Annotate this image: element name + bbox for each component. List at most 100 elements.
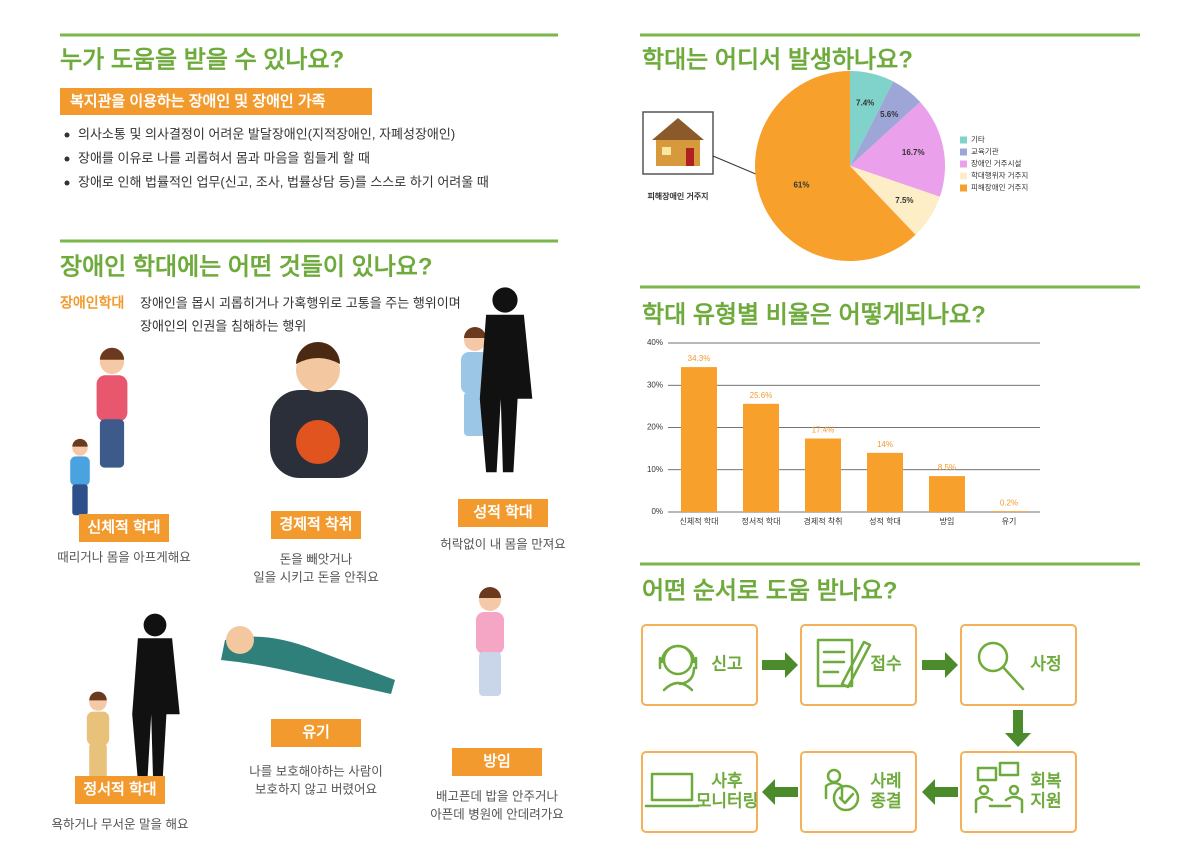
type-badge (271, 719, 361, 747)
slice-label: 16.7% (902, 148, 925, 157)
figure-hair (99, 347, 125, 360)
type-label: 경제적 착취 (279, 515, 352, 533)
legend-label: 피해장애인 거주지 (971, 182, 1028, 192)
figure-legs (479, 652, 501, 696)
type-label: 유기 (302, 724, 330, 741)
house-door (686, 148, 694, 166)
bar (929, 476, 965, 512)
type-description: 배고픈데 밥을 안주거나 (436, 789, 558, 803)
slice-label: 61% (793, 181, 809, 190)
type-description: 욕하거나 무서운 말을 해요 (52, 817, 189, 831)
section-title: 학대 유형별 비율은 어떻게되나요? (642, 301, 986, 328)
value-label: 14% (877, 440, 893, 449)
figure-body (96, 375, 128, 422)
value-label: 25.6% (750, 391, 773, 400)
step-label: 사후 (711, 770, 743, 790)
x-tick-label: 성적 학대 (869, 516, 901, 526)
x-tick-label: 신체적 학대 (679, 516, 718, 526)
value-label: 8.5% (938, 463, 956, 472)
x-tick-label: 방임 (940, 516, 955, 526)
section-title: 학대는 어디서 발생하나요? (642, 46, 913, 73)
badge-text: 복지관을 이용하는 장애인 및 장애인 가족 (70, 92, 326, 110)
section-title: 장애인 학대에는 어떤 것들이 있나요? (60, 253, 433, 280)
value-label: 0.2% (1000, 498, 1018, 507)
type-description: 보호하지 않고 버렸어요 (255, 782, 377, 796)
bullet-dot (64, 180, 70, 186)
step-box (641, 624, 758, 706)
bullet-dot (64, 132, 70, 138)
bar (805, 438, 841, 512)
figure-body (70, 456, 90, 486)
bar (867, 452, 903, 512)
legend-label: 학대행위자 거주지 (971, 170, 1028, 180)
pie-slice (850, 102, 945, 197)
house-roof (652, 118, 704, 140)
y-tick-label: 10% (647, 465, 663, 474)
x-tick-label: 경제적 착취 (803, 516, 842, 526)
bar-chart: 0% 10% 20% 30% 40% 34.3% 신체적 학대 25.6% 정서적 학대 17.4… (647, 338, 1040, 526)
step-box (960, 624, 1077, 706)
type-description: 때리거나 몸을 아프게해요 (57, 550, 190, 564)
type-label: 정서적 학대 (83, 780, 156, 798)
slice-label: 7.5% (895, 196, 913, 205)
definition: 장애인의 인권을 침해하는 행위 (140, 318, 306, 333)
step-label: 사정 (1030, 654, 1061, 673)
type-description: 허락없이 내 몸을 만져요 (440, 537, 565, 551)
legend-swatch (960, 136, 967, 144)
type-badge (458, 499, 548, 527)
bullet-list: 의사소통 및 의사결정이 어려운 발달장애인(지적장애인, 자폐성장애인) 장애를… (64, 126, 489, 189)
step-label: 지원 (1030, 791, 1061, 810)
slice-label: 7.4% (856, 98, 874, 107)
legend-swatch (960, 184, 967, 192)
piggy-bank (296, 420, 340, 464)
annotation: 피해장애인 거주지 (647, 191, 708, 201)
figure-hair (464, 327, 486, 338)
figure-body (476, 612, 504, 654)
silhouette-head (492, 287, 518, 313)
y-tick-label: 0% (651, 507, 663, 516)
legend-swatch (960, 160, 967, 168)
step-label: 모니터링 (696, 791, 759, 810)
bullet-text: 장애를 이유로 나를 괴롭혀서 몸과 마음을 힘들게 할 때 (78, 150, 370, 165)
step-icons (644, 638, 1025, 814)
illustrations (70, 287, 533, 781)
pie-slice (850, 81, 921, 166)
figure-hair (89, 691, 107, 701)
figure-legs (99, 419, 125, 468)
silhouette-head (143, 613, 167, 637)
legend-label: 장애인 거주시설 (971, 158, 1021, 168)
value-label: 17.4% (812, 426, 835, 435)
type-badge (79, 514, 169, 542)
type-description: 일을 시키고 돈을 안줘요 (253, 570, 378, 584)
legend-label: 기타 (971, 135, 985, 144)
step-box (800, 624, 917, 706)
x-tick-label: 정서적 학대 (741, 516, 780, 526)
type-label: 신체적 학대 (87, 518, 160, 536)
arrows (762, 652, 1031, 805)
section-title: 누가 도움을 받을 수 있나요? (60, 46, 344, 73)
legend-label: 교육기관 (971, 146, 999, 156)
step-box (960, 751, 1077, 833)
x-tick-label: 유기 (1002, 517, 1017, 526)
step-box (641, 751, 758, 833)
step-label: 사례 (870, 771, 901, 790)
silhouette-body (479, 314, 533, 473)
figure-legs (72, 484, 88, 516)
type-badge (452, 748, 542, 776)
legend-swatch (960, 172, 967, 180)
pie-slice (755, 71, 916, 261)
bullet-text: 의사소통 및 의사결정이 어려운 발달장애인(지적장애인, 자폐성장애인) (78, 126, 455, 141)
y-tick-label: 40% (647, 338, 663, 347)
step-label: 종결 (870, 791, 901, 810)
lying-figure (221, 636, 395, 694)
step-label: 신고 (711, 654, 743, 673)
y-tick-label: 30% (647, 380, 663, 389)
figure-hair (479, 587, 501, 598)
step-label: 접수 (870, 654, 902, 673)
hair (296, 342, 340, 364)
type-description: 나를 보호해야하는 사람이 (249, 764, 382, 778)
pie-chart: 7.4% 기타 5.6% 교육기관 16.7% 장애인 거주시설 7.5% 학대행위자 거주지… (755, 71, 1028, 261)
lying-head (226, 626, 254, 654)
